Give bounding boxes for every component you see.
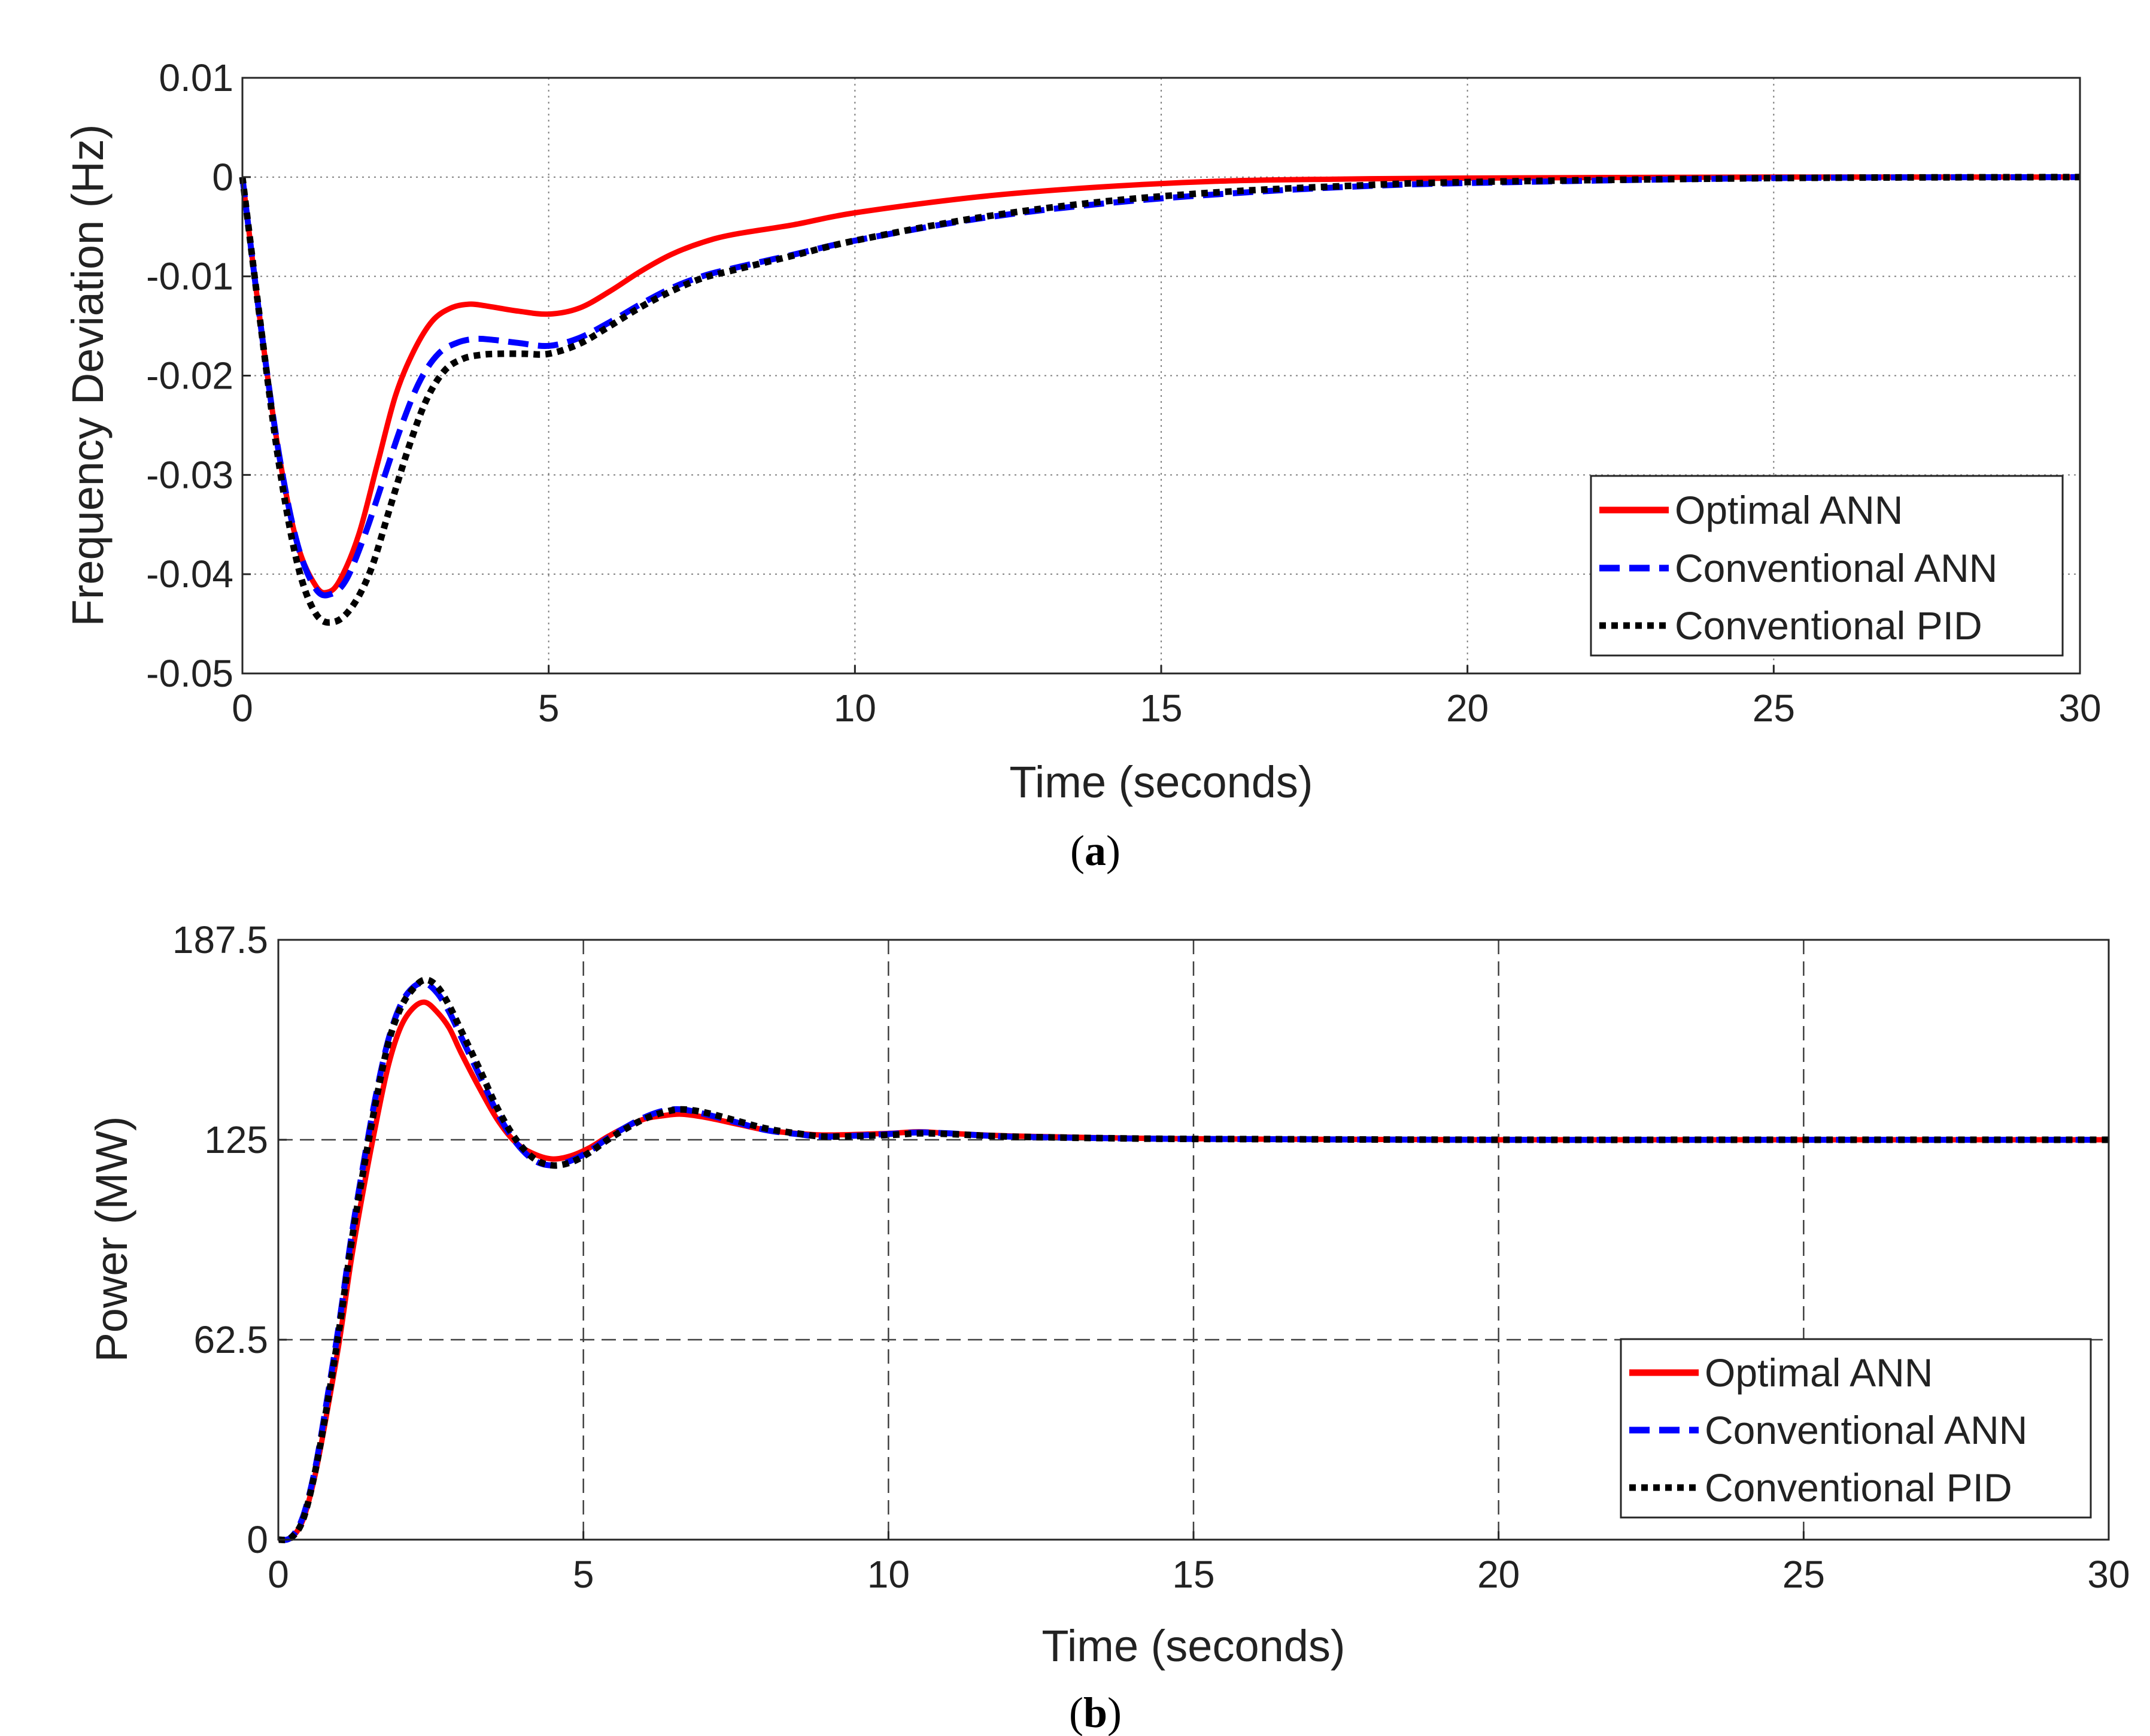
chart-a-x-tick-label: 0 [232,687,253,730]
chart-a-y-axis-label: Frequency Deviation (Hz) [63,125,113,627]
chart-a-series-conventional-pid [239,174,2081,626]
chart-a-x-ticks: 0 5 10 15 20 25 30 [232,665,2102,730]
chart-a-y-tick-label: -0.01 [146,255,233,298]
chart-a-legend: Optimal ANN Conventional ANN Conventiona… [1590,475,2064,657]
chart-a-x-tick-label: 15 [1140,687,1182,730]
chart-a-y-tick-label: -0.02 [146,354,233,397]
chart-a-gridlines [242,78,2080,673]
chart-a-y-tick-label: -0.05 [146,652,233,695]
chart-a-x-tick-label: 5 [538,687,560,730]
chart-a-x-tick-label: 25 [1753,687,1795,730]
chart-b-x-tick-label: 0 [268,1553,289,1596]
chart-b-y-tick-label: 0 [247,1518,268,1561]
chart-b-legend: Optimal ANN Conventional ANN Conventiona… [1620,1338,2092,1519]
chart-b-legend-label-optimal-ann: Optimal ANN [1705,1350,1933,1395]
chart-a-legend-box [1590,475,2064,657]
chart-a-y-tick-label: 0.01 [159,56,233,99]
chart-b-x-tick-label: 5 [573,1553,594,1596]
chart-b-caption: (b) [1069,1689,1122,1736]
chart-a-x-tick-label: 20 [1446,687,1489,730]
chart-a: 0 5 10 15 20 25 30 0.01 0 -0.01 -0.02 -0.03 -0.04 -0… [63,56,2102,875]
chart-b-legend-label-conventional-ann: Conventional ANN [1705,1408,2027,1452]
chart-b-x-tick-label: 20 [1477,1553,1520,1596]
chart-a-y-tick-label: 0 [212,156,233,199]
chart-b-series [278,976,2109,1544]
chart-b-y-tick-label: 62.5 [193,1318,268,1361]
chart-b-y-axis-label: Power (MW) [87,1116,136,1362]
chart-a-legend-label-optimal-ann: Optimal ANN [1675,488,1903,532]
chart-a-caption: (a) [1070,827,1120,875]
chart-b-x-axis-label: Time (seconds) [1041,1621,1345,1671]
chart-a-legend-label-conventional-pid: Conventional PID [1675,603,1982,648]
chart-b: 0 5 10 15 20 25 30 187.5 125 62.5 0 Time (seconds… [87,918,2130,1736]
chart-a-x-axis-label: Time (seconds) [1009,757,1313,807]
chart-b-x-tick-label: 15 [1172,1553,1214,1596]
chart-b-x-tick-label: 10 [867,1553,910,1596]
chart-b-y-tick-label: 187.5 [172,918,268,961]
chart-a-x-tick-label: 10 [834,687,876,730]
chart-a-series-conventional-ann [239,174,2081,599]
chart-a-x-tick-label: 30 [2058,687,2101,730]
chart-b-legend-label-conventional-pid: Conventional PID [1705,1465,2012,1510]
chart-a-y-tick-label: -0.04 [146,553,233,596]
chart-a-y-tick-label: -0.03 [146,453,233,496]
chart-b-x-ticks: 0 5 10 15 20 25 30 [268,1531,2130,1596]
chart-b-series-conventional-pid [278,976,2109,1544]
chart-b-x-tick-label: 30 [2087,1553,2130,1596]
chart-b-y-ticks: 187.5 125 62.5 0 [172,918,287,1561]
chart-a-y-ticks: 0.01 0 -0.01 -0.02 -0.03 -0.04 -0.05 [146,56,251,695]
chart-b-legend-box [1620,1338,2092,1519]
chart-b-x-tick-label: 25 [1782,1553,1825,1596]
chart-a-series [239,174,2081,626]
chart-a-legend-label-conventional-ann: Conventional ANN [1675,546,1997,590]
chart-b-y-tick-label: 125 [204,1118,268,1161]
